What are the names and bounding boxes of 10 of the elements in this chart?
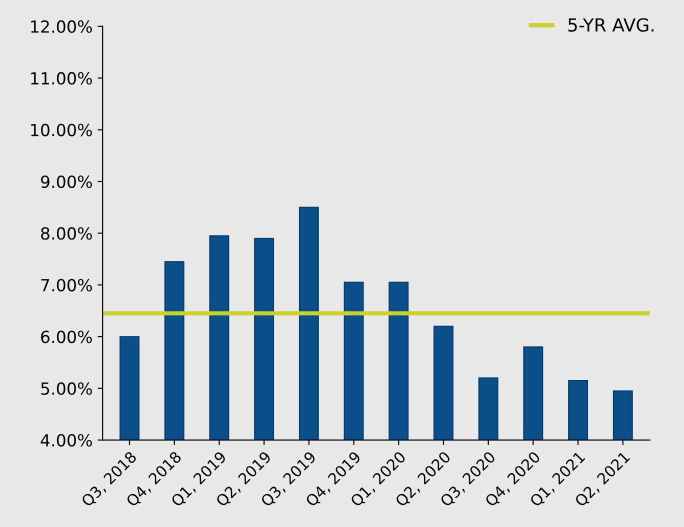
y-tick-label: 5.00%	[41, 382, 92, 395]
legend-label: 5-YR AVG.	[568, 18, 654, 32]
y-tick-label: 8.00%	[41, 227, 92, 240]
y-tick-label: 4.00%	[40, 434, 92, 447]
y-tick-label: 12.00%	[31, 20, 92, 33]
y-tick-label: 11.00%	[31, 72, 92, 85]
y-tick-label: 7.00%	[41, 278, 92, 292]
y-tick-label: 6.00%	[41, 330, 92, 344]
y-tick-label: 9.00%	[40, 175, 92, 188]
y-tick-label: 10.00%	[31, 124, 92, 136]
